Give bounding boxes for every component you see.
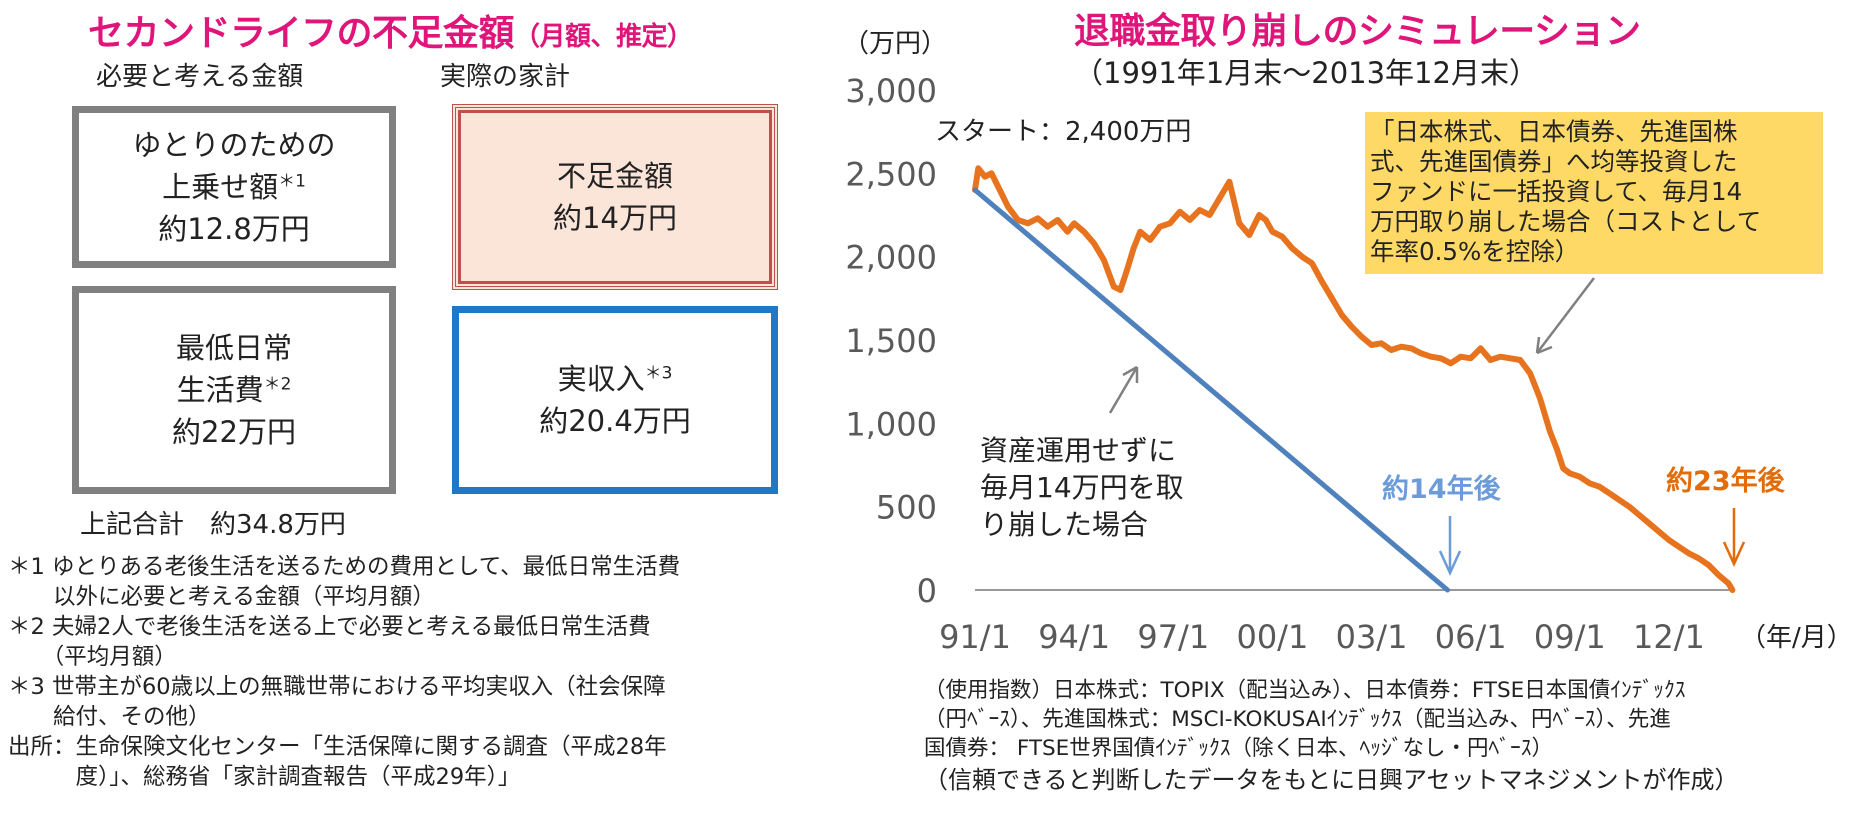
no-investment-label-line: 毎月14万円を取 — [980, 471, 1184, 504]
y-tick-label: 2,000 — [845, 239, 937, 277]
x-tick-label: 97/1 — [1137, 618, 1209, 656]
footnote-line: ＊2 夫婦2人で老後生活を送る上で必要と考える最低日常生活費 — [8, 614, 651, 640]
data-sources: （使用指数）日本株式：TOPIX（配当込み）、日本債券：FTSE日本国債ｲﾝﾃﾞ… — [924, 676, 1739, 797]
footnote-line: 度）」、総務省「家計調査報告（平成29年）」 — [8, 764, 521, 790]
callout-arrow-head — [1535, 336, 1553, 355]
box-min-line2: 生活費 — [176, 373, 264, 407]
box-extra-amount: ゆとりのための 上乗せ額＊1 約12.8万円 — [72, 106, 396, 268]
series-group — [972, 165, 1736, 593]
note-mark-2: ＊2 — [263, 374, 292, 395]
note-mark-3: ＊3 — [644, 363, 673, 384]
y-axis: 0 500 1,000 1,500 2,000 2,500 3,000 — [845, 72, 937, 610]
source-line: （信頼できると判断したデータをもとに日興アセットマネジメントが作成） — [924, 766, 1739, 794]
box-actual-income: 実収入＊3 約20.4万円 — [452, 306, 778, 494]
total-amount: 上記合計 約34.8万円 — [80, 510, 346, 540]
callout-line: 年率0.5%を控除） — [1370, 237, 1579, 266]
footnote-line: ＊3 世帯主が60歳以上の無職世帯における平均実収入（社会保障 — [8, 674, 666, 700]
header-actual-household: 実際の家計 — [440, 62, 571, 92]
box-extra-line2: 上乗せ額 — [162, 170, 279, 204]
y-tick-label: 1,500 — [845, 322, 937, 360]
x-axis: 91/1 94/1 97/1 00/1 03/1 06/1 09/1 12/1 — [939, 618, 1705, 656]
arrow-14-years-head — [1438, 550, 1462, 577]
box-extra-line1: ゆとりのための — [132, 128, 336, 162]
y-tick-label: 500 — [876, 489, 937, 527]
no-investment-arrow — [1108, 366, 1139, 414]
start-label: スタート：2,400万円 — [935, 117, 1191, 147]
y-axis-unit-label: （万円） — [843, 29, 947, 59]
box-min-value: 約22万円 — [172, 415, 296, 449]
annotations-group: スタート：2,400万円 「日本株式、日本債券、先進国株式、先進国債券」へ均等投資… — [935, 112, 1823, 577]
box-extra-value: 約12.8万円 — [158, 212, 310, 246]
x-tick-label: 00/1 — [1236, 618, 1308, 656]
box-shortfall-value: 約14万円 — [553, 201, 677, 235]
source-line: 国債券： FTSE世界国債ｲﾝﾃﾞｯｸｽ（除く日本、ﾍｯｼﾞなし・円ﾍﾞｰｽ） — [924, 736, 1553, 761]
simulation-period: （1991年1月末～2013年12月末） — [1074, 56, 1538, 90]
header-needed-amount: 必要と考える金額 — [96, 62, 304, 92]
x-tick-label: 94/1 — [1038, 618, 1110, 656]
x-tick-label: 09/1 — [1534, 618, 1606, 656]
y-tick-label: 3,000 — [845, 72, 937, 110]
callout-box — [1365, 112, 1823, 274]
label-14-years: 約14年後 — [1382, 473, 1502, 505]
footnote-line: 以外に必要と考える金額（平均月額） — [8, 584, 435, 610]
box-shortfall-line1: 不足金額 — [556, 159, 673, 193]
x-tick-label: 91/1 — [939, 618, 1011, 656]
no-investment-label-line: り崩した場合 — [980, 508, 1148, 541]
y-tick-label: 0 — [917, 572, 937, 610]
x-tick-label: 12/1 — [1633, 618, 1705, 656]
box-income-value: 約20.4万円 — [539, 404, 691, 438]
callout-line: 「日本株式、日本債券、先進国株 — [1370, 117, 1738, 146]
callout-line: 万円取り崩した場合（コストとして — [1370, 207, 1761, 236]
footnotes: ＊1 ゆとりある老後生活を送るための費用として、最低日常生活費 以外に必要と考え… — [8, 552, 680, 792]
series-line-invest — [972, 165, 1736, 593]
callout-line: ファンドに一括投資して、毎月14 — [1370, 177, 1742, 206]
x-axis-unit-label: （年/月） — [1740, 623, 1853, 653]
y-tick-label: 2,500 — [845, 155, 937, 193]
footnote-line: 給付、その他） — [8, 704, 211, 730]
box-shortfall: 不足金額 約14万円 — [452, 104, 778, 290]
note-mark-1: ＊1 — [278, 171, 306, 192]
x-tick-label: 03/1 — [1336, 618, 1408, 656]
footnote-line: ＊1 ゆとりある老後生活を送るための費用として、最低日常生活費 — [8, 554, 681, 580]
box-min-line1: 最低日常 — [175, 331, 292, 365]
source-line: （円ﾍﾞｰｽ）、先進国株式：MSCI-KOKUSAIｲﾝﾃﾞｯｸｽ（配当込み、円… — [924, 707, 1671, 732]
footnote-line: （平均月額） — [8, 644, 177, 670]
series-line-cash — [972, 187, 1450, 593]
source-line: （使用指数）日本株式：TOPIX（配当込み）、日本債券：FTSE日本国債ｲﾝﾃﾞ… — [924, 678, 1686, 703]
left-title: セカンドライフの不足金額（月額、推定） — [88, 13, 693, 54]
callout-line: 式、先進国債券」へ均等投資した — [1370, 147, 1738, 176]
callout-arrow — [1536, 277, 1595, 354]
box-minimum-living-cost: 最低日常 生活費＊2 約22万円 — [72, 286, 396, 494]
box-income-line1: 実収入 — [557, 362, 645, 396]
right-title: 退職金取り崩しのシミュレーション — [1074, 11, 1641, 52]
x-tick-label: 06/1 — [1435, 618, 1507, 656]
footnote-line: 出所：生命保険文化センター「生活保障に関する調査（平成28年 — [8, 734, 667, 760]
no-investment-label-line: 資産運用せずに — [980, 434, 1176, 467]
no-investment-arrow-head — [1122, 365, 1139, 383]
y-tick-label: 1,000 — [845, 405, 937, 443]
label-23-years: 約23年後 — [1666, 465, 1786, 497]
arrow-23-years-head — [1722, 541, 1746, 568]
